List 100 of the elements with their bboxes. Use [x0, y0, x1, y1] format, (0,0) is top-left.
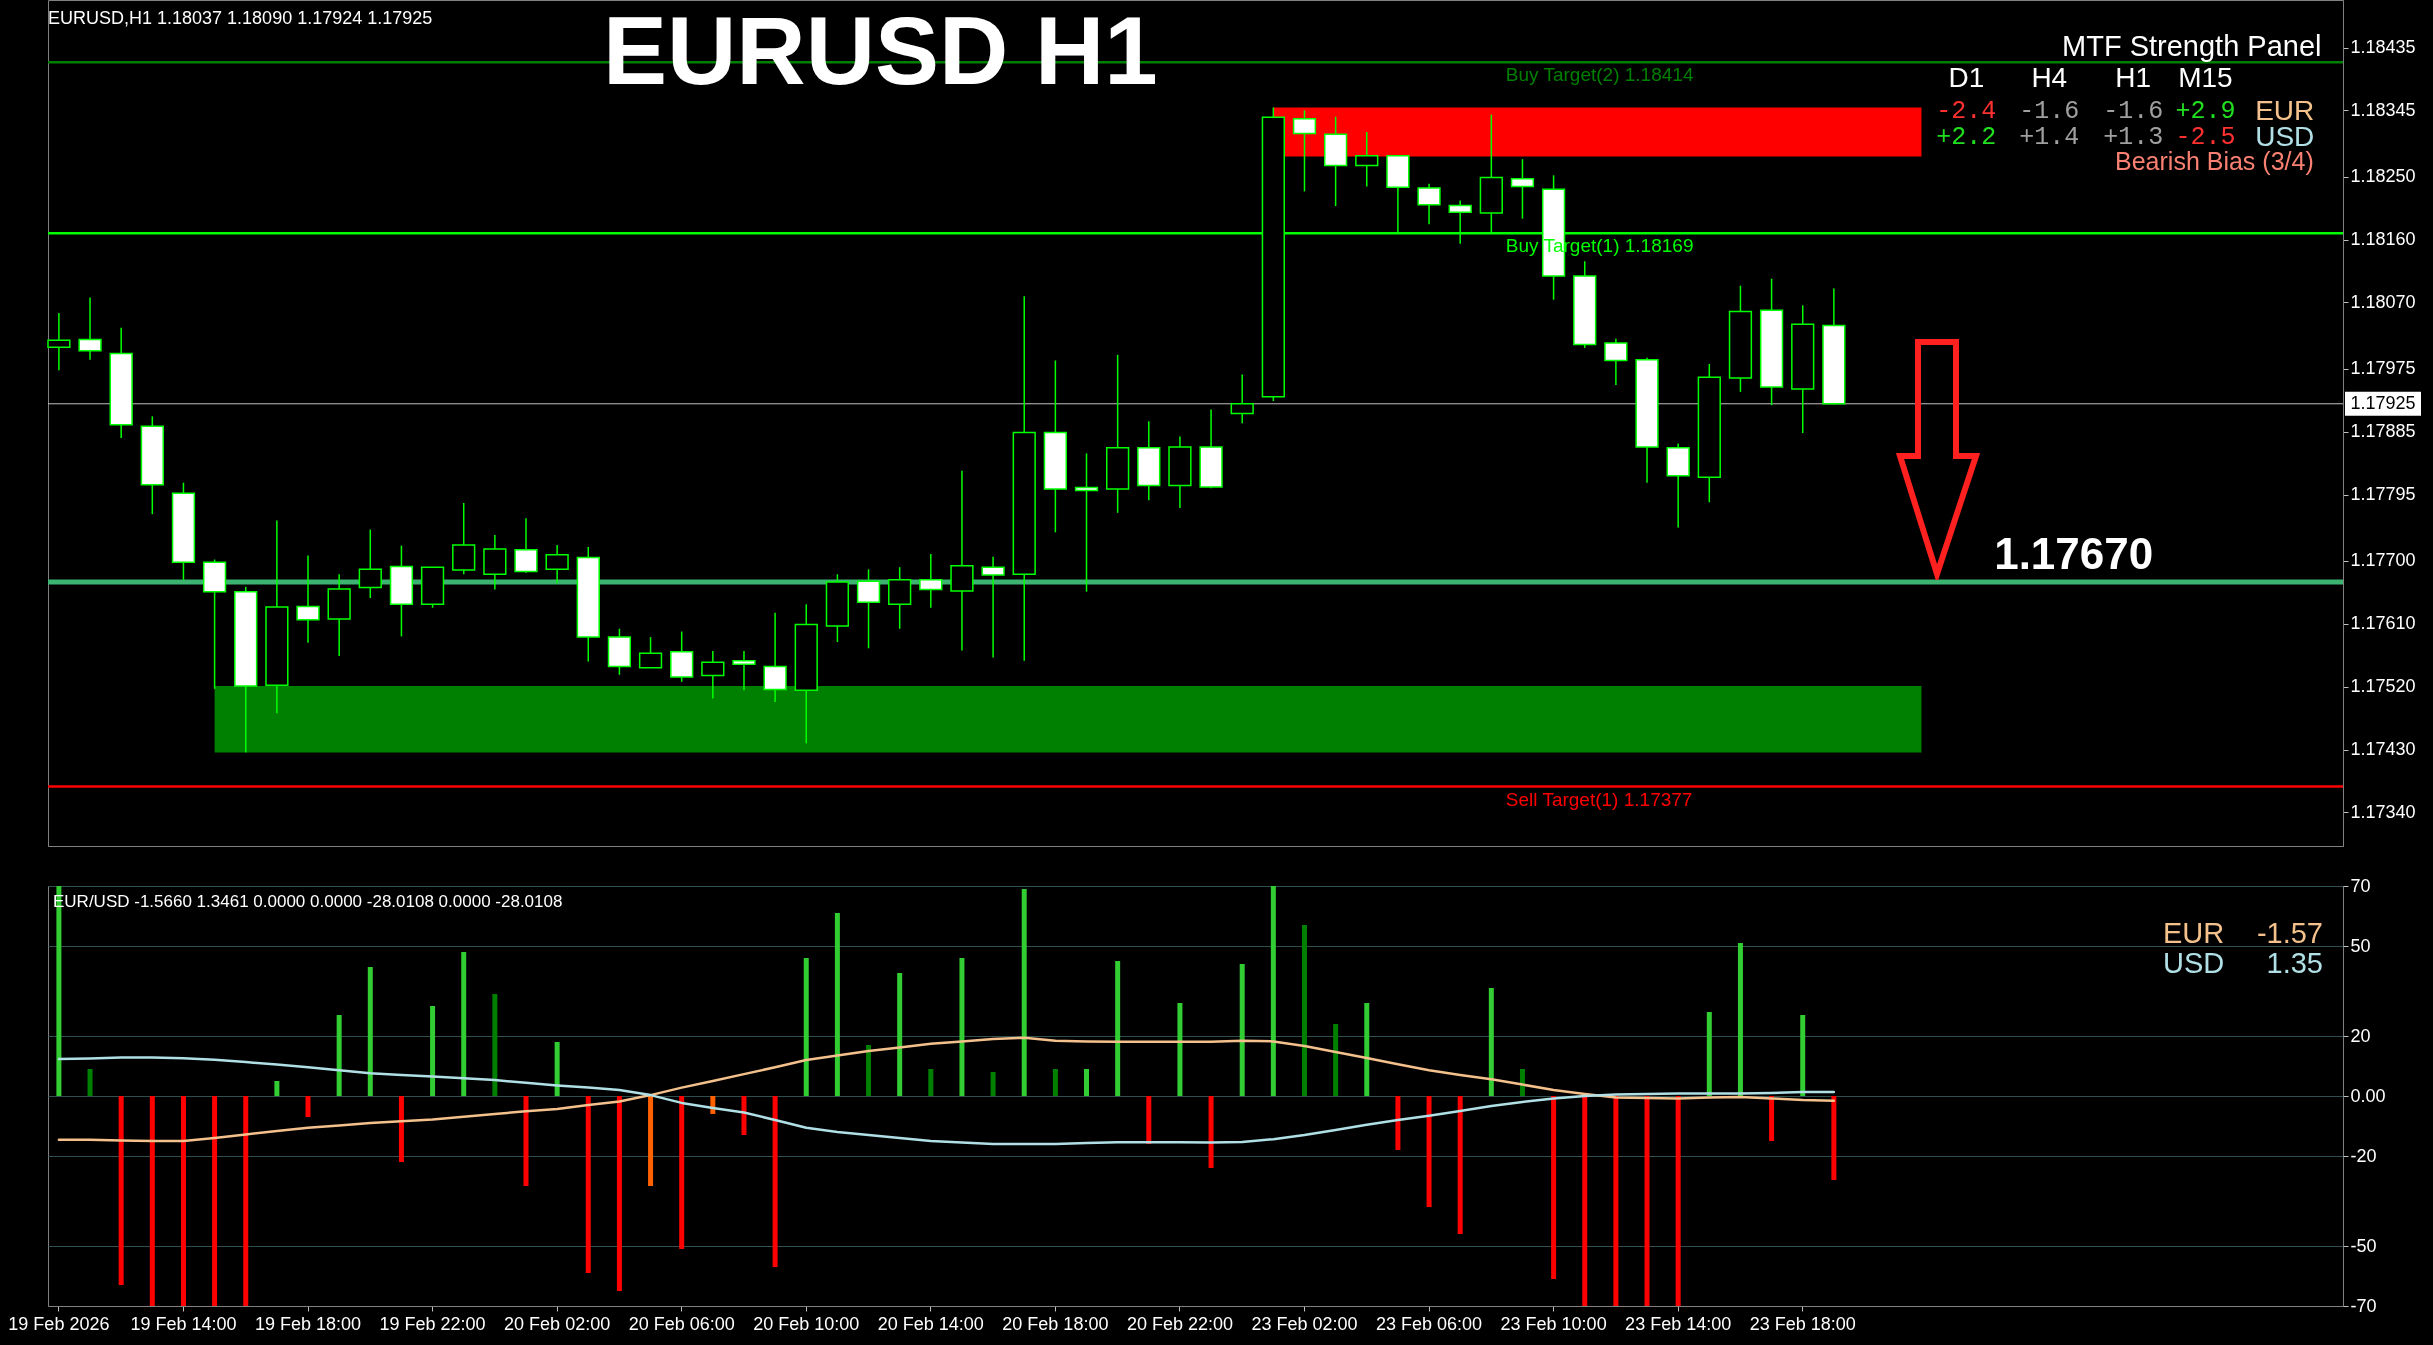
y-tick-label: 1.18070	[2350, 291, 2416, 312]
y-tick-label: -50	[2350, 1235, 2377, 1256]
y-tick-label: -20	[2350, 1145, 2377, 1166]
bar	[1426, 1096, 1432, 1207]
y-tick-label: 20	[2350, 1025, 2371, 1046]
y-tick-label: 0.00	[2350, 1085, 2386, 1106]
bar	[1831, 1096, 1837, 1180]
bar	[1395, 1096, 1401, 1150]
bar	[803, 958, 809, 1096]
y-tick-label: 1.17700	[2350, 550, 2416, 571]
candlestick	[1355, 131, 1379, 188]
candlestick	[856, 568, 881, 650]
bar	[1115, 961, 1121, 1096]
ref-line-label: 1.17670	[1994, 528, 2154, 578]
bar	[1270, 886, 1276, 1096]
bar	[1706, 1012, 1712, 1096]
bar	[1208, 1096, 1214, 1168]
bar	[523, 1096, 529, 1186]
y-tick-label: 1.18250	[2350, 166, 2416, 187]
bar	[1177, 1003, 1183, 1096]
bar	[897, 973, 903, 1096]
y-tick-label: 1.18435	[2350, 37, 2416, 57]
bar	[1301, 925, 1307, 1096]
bar	[866, 1045, 872, 1096]
annotation: M15	[2178, 62, 2233, 93]
candlestick	[1230, 373, 1254, 425]
x-tick-label: 20 Feb 14:00	[877, 1313, 984, 1334]
annotation: +2.9	[2175, 97, 2236, 126]
x-tick-label: 20 Feb 06:00	[628, 1313, 735, 1334]
y-tick-label: 1.17430	[2350, 739, 2416, 760]
candlestick	[1604, 338, 1628, 386]
annotation: 1.35	[2266, 947, 2323, 979]
candlestick	[1074, 452, 1099, 593]
y-tick-label: -70	[2350, 1295, 2377, 1316]
x-tick-label: 23 Feb 06:00	[1376, 1313, 1483, 1334]
chart-subtitle: EURUSD,H1 1.18037 1.18090 1.17924 1.17925	[48, 8, 433, 28]
bar	[1052, 1069, 1058, 1096]
bar	[679, 1096, 685, 1249]
bar	[1364, 1003, 1370, 1096]
y-tick-label: 1.17885	[2350, 421, 2416, 442]
bar	[585, 1096, 591, 1273]
annotation: -2.4	[1936, 97, 1997, 126]
bar	[1239, 964, 1245, 1096]
candlestick	[638, 636, 663, 669]
annotation: D1	[1948, 62, 1985, 93]
bar	[180, 1096, 186, 1306]
text: EUR	[2163, 917, 2225, 949]
candlestick	[981, 556, 1005, 659]
x-tick-label: 19 Feb 22:00	[379, 1313, 486, 1334]
bar	[1551, 1096, 1557, 1279]
bar	[212, 1096, 218, 1306]
bar	[772, 1096, 778, 1267]
bar	[367, 967, 373, 1096]
bar	[461, 952, 467, 1096]
annotation: -1.6	[2103, 97, 2164, 126]
y-tick-label: 1.18345	[2350, 99, 2416, 120]
candlestick	[78, 296, 102, 361]
annotation: H4	[2031, 62, 2068, 93]
y-tick-label: 70	[2350, 875, 2371, 896]
line-series	[57, 1056, 1836, 1146]
candlestick	[1417, 182, 1441, 225]
bar	[1333, 1024, 1339, 1096]
x-tick-label: 19 Feb 14:00	[130, 1313, 237, 1334]
bar	[1488, 988, 1494, 1096]
annotation: H1	[2115, 62, 2152, 93]
x-tick-label: 23 Feb 02:00	[1251, 1313, 1358, 1334]
annotation: -1.57	[2256, 917, 2323, 949]
candlestick	[919, 553, 943, 609]
x-tick-label: 20 Feb 18:00	[1002, 1313, 1109, 1334]
bar	[1519, 1069, 1525, 1096]
ref-line-label: Sell Target(1) 1.17377	[1505, 788, 1693, 810]
bar	[1769, 1096, 1775, 1141]
bar	[149, 1096, 155, 1306]
bar	[1084, 1069, 1090, 1096]
x-tick-label: 19 Feb 2026	[8, 1313, 110, 1334]
bar	[1613, 1096, 1619, 1306]
y-tick-label: 50	[2350, 935, 2371, 956]
text: USD	[2163, 947, 2225, 979]
bar	[1644, 1096, 1650, 1306]
bar	[1675, 1096, 1681, 1306]
bar	[648, 1096, 654, 1186]
y-tick-label: 1.17795	[2350, 484, 2416, 505]
y-tick-label: 1.17340	[2350, 801, 2416, 822]
x-tick-label: 20 Feb 10:00	[753, 1313, 860, 1334]
bar	[1737, 943, 1743, 1096]
candlestick	[296, 554, 320, 644]
bar	[959, 958, 965, 1096]
y-tick-label: 1.18160	[2350, 229, 2416, 250]
annotation: -1.6	[2019, 97, 2080, 126]
bar	[87, 1069, 93, 1096]
annotation: +2.2	[1936, 123, 1997, 152]
bar	[1582, 1096, 1588, 1306]
bar	[741, 1096, 747, 1135]
x-tick-label: 23 Feb 14:00	[1625, 1313, 1732, 1334]
y-tick-label: 1.17975	[2350, 358, 2416, 379]
candlestick	[47, 312, 71, 372]
candlestick	[545, 544, 569, 585]
bar	[1457, 1096, 1463, 1234]
bar	[492, 994, 498, 1096]
candlestick	[763, 611, 787, 703]
